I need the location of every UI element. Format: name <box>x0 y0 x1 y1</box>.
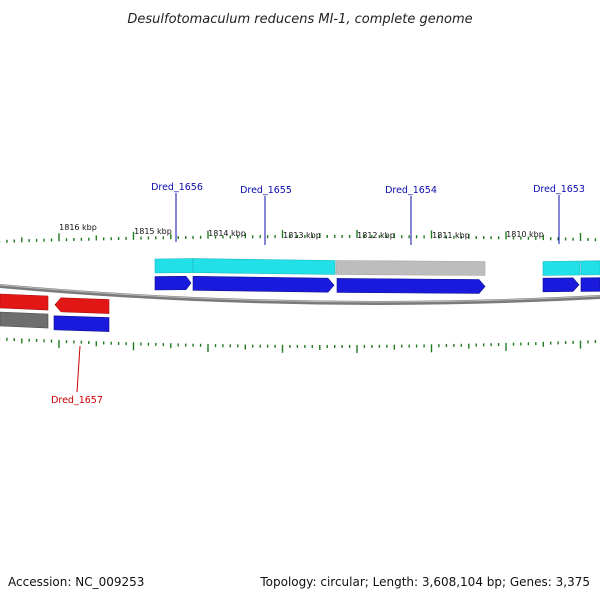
gene-bar-dred-1656[interactable] <box>154 258 194 274</box>
forward-cds-track <box>154 275 600 294</box>
kbp-label-1812: 1812 kbp <box>357 231 395 240</box>
kbp-labels: 1816 kbp 1815 kbp 1814 kbp 1813 kbp 1812… <box>59 223 544 240</box>
leader-line-dred-1657 <box>76 345 81 393</box>
accession-text: Accession: NC_009253 <box>8 575 144 589</box>
gene-label-dred-1656[interactable]: Dred_1656 <box>151 182 203 193</box>
cds-arrow-next[interactable] <box>580 277 600 292</box>
kbp-label-1813: 1813 kbp <box>283 231 321 240</box>
gene-label-dred-1653[interactable]: Dred_1653 <box>533 184 585 195</box>
gene-label-dred-1654[interactable]: Dred_1654 <box>385 185 437 196</box>
cds-arrow-dred-1653[interactable] <box>542 277 580 293</box>
cds-arrow-red-left[interactable] <box>0 293 49 311</box>
reverse-gene-track <box>0 311 110 332</box>
gene-bar-dred-1657[interactable] <box>53 315 110 332</box>
kbp-label-1810: 1810 kbp <box>506 230 544 239</box>
gene-label-dred-1655[interactable]: Dred_1655 <box>240 185 292 196</box>
kbp-label-1811: 1811 kbp <box>432 231 470 240</box>
cds-arrow-dred-1657[interactable] <box>54 297 110 314</box>
map-title: Desulfotomaculum reducens MI-1, complete… <box>127 12 472 27</box>
gene-labels: Dred_1656 Dred_1655 Dred_1654 Dred_1653 … <box>51 182 585 406</box>
kbp-label-1815: 1815 kbp <box>134 227 172 236</box>
cds-arrow-dred-1655[interactable] <box>192 275 335 293</box>
gene-bar-dred-1655[interactable] <box>192 258 336 275</box>
kbp-label-1814: 1814 kbp <box>208 229 246 238</box>
gene-bar-dred-1653[interactable] <box>542 260 581 276</box>
genome-backbone-highlight <box>0 284 600 303</box>
gene-bar-grey-left[interactable] <box>0 311 49 329</box>
reverse-cds-track <box>0 293 110 314</box>
topology-summary: Topology: circular; Length: 3,608,104 bp… <box>259 575 590 589</box>
genome-backbone <box>0 284 600 305</box>
kbp-label-1816: 1816 kbp <box>59 223 97 232</box>
outer-tick-ring <box>0 230 597 243</box>
cds-arrow-dred-1654[interactable] <box>336 278 486 294</box>
forward-gene-track <box>154 258 600 276</box>
gene-bar-dred-1654[interactable] <box>335 260 486 276</box>
gene-label-dred-1657[interactable]: Dred_1657 <box>51 395 103 406</box>
gene-bar-next[interactable] <box>580 260 600 276</box>
cds-arrow-dred-1656[interactable] <box>154 275 192 291</box>
inner-tick-ring <box>0 337 597 353</box>
gene-label-leaders <box>76 193 560 393</box>
